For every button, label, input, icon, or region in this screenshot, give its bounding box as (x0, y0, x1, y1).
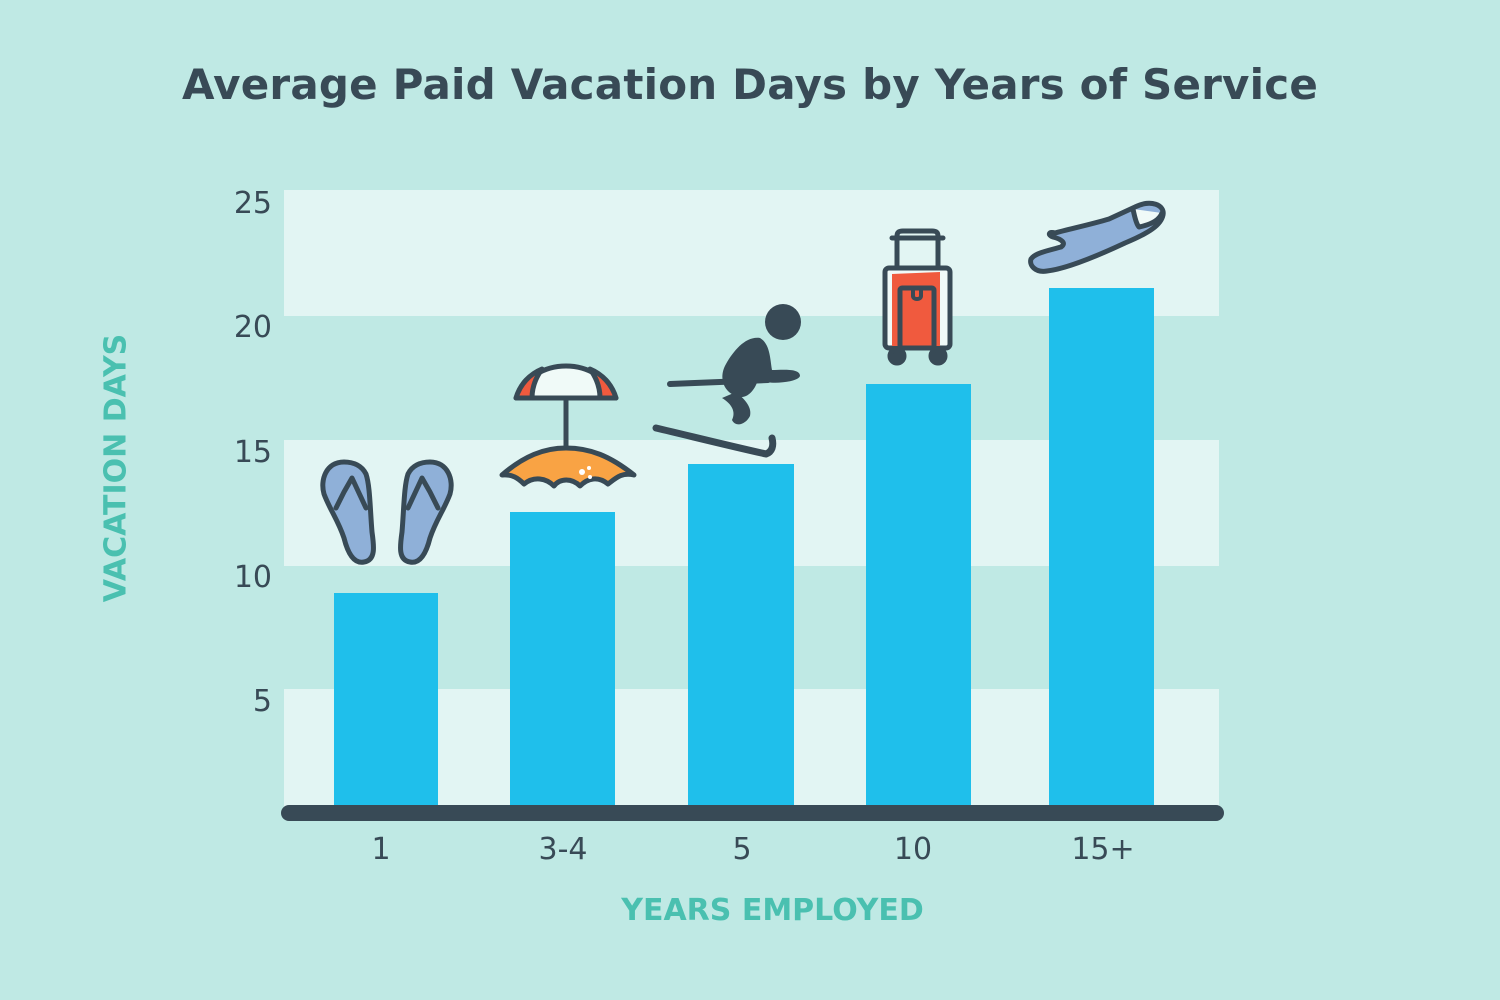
x-tick: 10 (893, 832, 933, 867)
x-tick: 3-4 (538, 832, 588, 867)
suitcase-icon (882, 228, 953, 366)
x-axis-label: YEARS EMPLOYED (621, 893, 924, 928)
y-tick: 20 (233, 310, 272, 345)
x-tick: 5 (732, 832, 752, 867)
y-tick: 10 (233, 560, 272, 595)
x-axis-line (281, 805, 1224, 821)
y-tick: 5 (252, 684, 272, 719)
y-tick: 15 (233, 435, 272, 470)
x-tick: 15+ (1071, 832, 1135, 867)
bar-5 (688, 464, 794, 813)
bar-10 (866, 384, 971, 813)
y-tick: 25 (233, 186, 272, 221)
skier-icon (652, 304, 801, 458)
chart-title: Average Paid Vacation Days by Years of S… (181, 60, 1319, 109)
beach-umbrella-icon (499, 363, 637, 489)
bar-15-plus (1049, 288, 1154, 813)
bar-1 (334, 593, 438, 813)
x-tick: 1 (371, 832, 391, 867)
flip-flops-icon (320, 459, 454, 565)
y-axis-label: VACATION DAYS (98, 333, 134, 603)
airplane-icon (1028, 200, 1166, 274)
bar-3-4 (510, 512, 615, 813)
